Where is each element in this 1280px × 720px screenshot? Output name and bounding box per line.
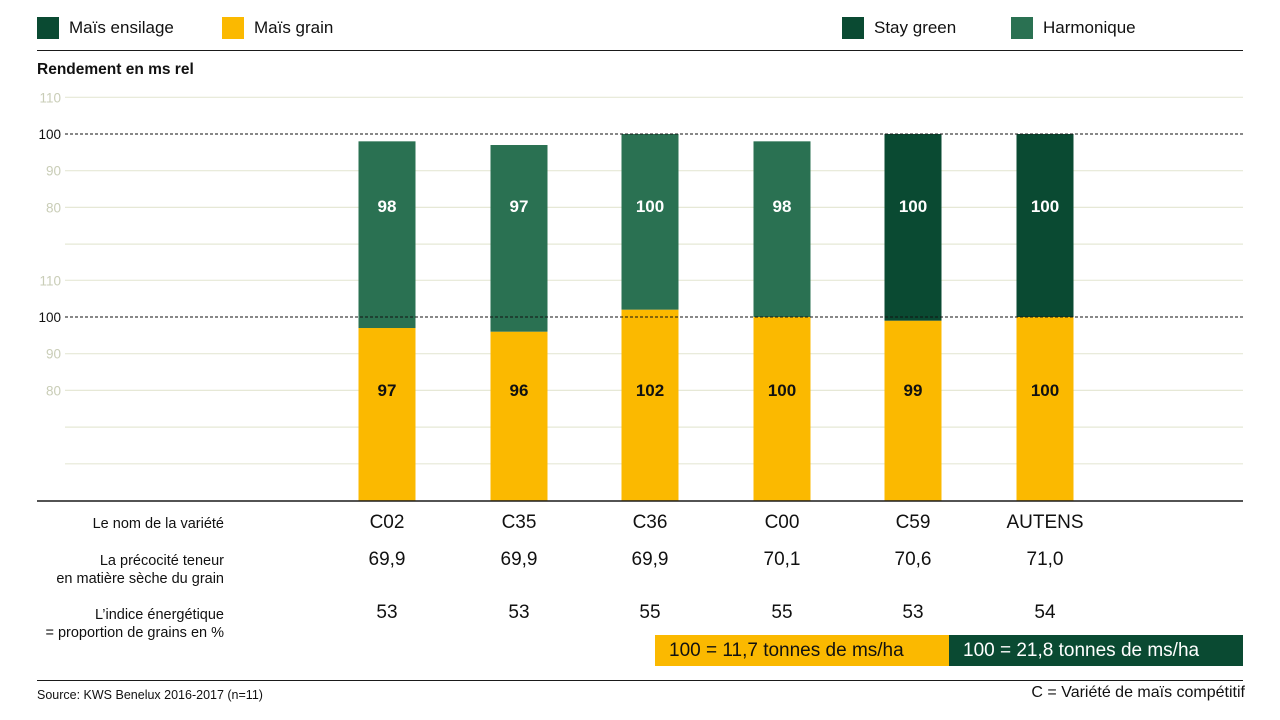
bar-label-grain-c02: 97 [378, 381, 397, 400]
bar-label-grain-c00: 100 [768, 381, 796, 400]
bar-label-grain-autens: 100 [1031, 381, 1059, 400]
bar-ensilage-c36 [621, 134, 679, 310]
table-cell-r1-6: AUTENS [1006, 512, 1084, 533]
y-tick-p2-80: 80 [46, 383, 61, 398]
bar-label-ensilage-autens: 100 [1031, 197, 1059, 216]
source-note: Source: KWS Benelux 2016-2017 (n=11) [37, 688, 263, 702]
bar-label-ensilage-c35: 97 [510, 197, 529, 216]
header-rule [37, 50, 1243, 51]
bar-label-ensilage-c36: 100 [636, 197, 664, 216]
bar-ensilage-c35 [490, 145, 548, 332]
row-label-precocite: La précocité teneur en matière sèche du … [0, 552, 224, 588]
bar-label-ensilage-c59: 100 [899, 197, 927, 216]
table-cell-r2-3: 69,9 [631, 549, 669, 570]
bar-ensilage-c02 [358, 141, 416, 329]
row-label-variete-line-1: Le nom de la variété [92, 516, 224, 532]
y-tick-p2-100: 100 [38, 310, 61, 325]
table-cell-r3-5: 53 [902, 602, 924, 623]
table-cell-r3-4: 55 [771, 602, 793, 623]
legend-swatch-harmonique [1011, 17, 1033, 39]
bar-label-ensilage-c00: 98 [773, 197, 792, 216]
y-tick-p1-80: 80 [46, 200, 61, 215]
row-label-indice-line-2: = proportion de grains en % [45, 625, 224, 641]
reference-box-ensilage: 100 = 21,8 tonnes de ms/ha [949, 635, 1243, 666]
bar-ensilage-c00 [753, 141, 811, 317]
y-tick-p1-100: 100 [38, 127, 61, 142]
legend-swatch-mais-grain [222, 17, 244, 39]
legend-label-mais-ensilage: Maïs ensilage [69, 18, 174, 37]
table-cell-r3-1: 53 [376, 602, 398, 623]
table-cell-r1-5: C59 [895, 512, 931, 533]
bar-grain-c00 [753, 317, 811, 501]
row-label-indice: L’indice énergétique = proportion de gra… [0, 606, 224, 642]
legend-label-harmonique: Harmonique [1043, 18, 1136, 37]
row-label-precocite-line-1: La précocité teneur [99, 553, 224, 569]
table-cell-r2-5: 70,6 [894, 549, 932, 570]
row-label-indice-line-1: L’indice énergétique [95, 607, 224, 623]
table-cell-r3-2: 53 [508, 602, 530, 623]
bar-label-grain-c35: 96 [510, 381, 529, 400]
legend-swatch-mais-ensilage [37, 17, 59, 39]
y-axis-label: Rendement en ms rel [37, 61, 194, 78]
y-tick-p1-110: 110 [39, 90, 61, 105]
bar-label-grain-c59: 99 [904, 381, 923, 400]
reference-box-grain: 100 = 11,7 tonnes de ms/ha [655, 635, 949, 666]
legend-stay-green: Stay green [842, 17, 956, 39]
table-cell-r2-6: 71,0 [1026, 549, 1064, 570]
bar-grain-c36 [621, 309, 679, 501]
table-cell-r3-6: 54 [1034, 602, 1056, 623]
table-cell-r1-1: C02 [369, 512, 405, 533]
bar-label-ensilage-c02: 98 [378, 197, 397, 216]
table-cell-r1-3: C36 [632, 512, 668, 533]
y-tick-p2-110: 110 [39, 273, 61, 288]
table-cell-r1-4: C00 [764, 512, 800, 533]
legend-swatch-stay-green [842, 17, 864, 39]
table-cell-r3-3: 55 [639, 602, 661, 623]
legend-harmonique: Harmonique [1011, 17, 1136, 39]
legend-label-mais-grain: Maïs grain [254, 18, 334, 37]
row-label-precocite-line-2: en matière sèche du grain [56, 571, 224, 587]
bar-ensilage-c59 [884, 134, 942, 321]
y-tick-p2-90: 90 [46, 347, 61, 362]
bar-grain-c59 [884, 320, 942, 501]
table-cell-r2-1: 69,9 [368, 549, 406, 570]
table-cell-r2-2: 69,9 [500, 549, 538, 570]
bar-grain-c02 [358, 328, 416, 501]
bar-grain-c35 [490, 331, 548, 501]
bar-grain-autens [1016, 317, 1074, 501]
footer-rule [37, 680, 1243, 681]
row-label-variete: Le nom de la variété [0, 515, 224, 533]
legend-label-stay-green: Stay green [874, 18, 957, 37]
bar-label-grain-c36: 102 [636, 381, 664, 400]
table-cell-r2-4: 70,1 [763, 549, 801, 570]
legend-mais-ensilage: Maïs ensilage [37, 17, 174, 39]
legend-note: C = Variété de maïs compétitif [1031, 684, 1245, 701]
table-cell-r1-2: C35 [501, 512, 537, 533]
y-tick-p1-90: 90 [46, 164, 61, 179]
legend-mais-grain: Maïs grain [222, 17, 333, 39]
bar-ensilage-autens [1016, 134, 1074, 317]
